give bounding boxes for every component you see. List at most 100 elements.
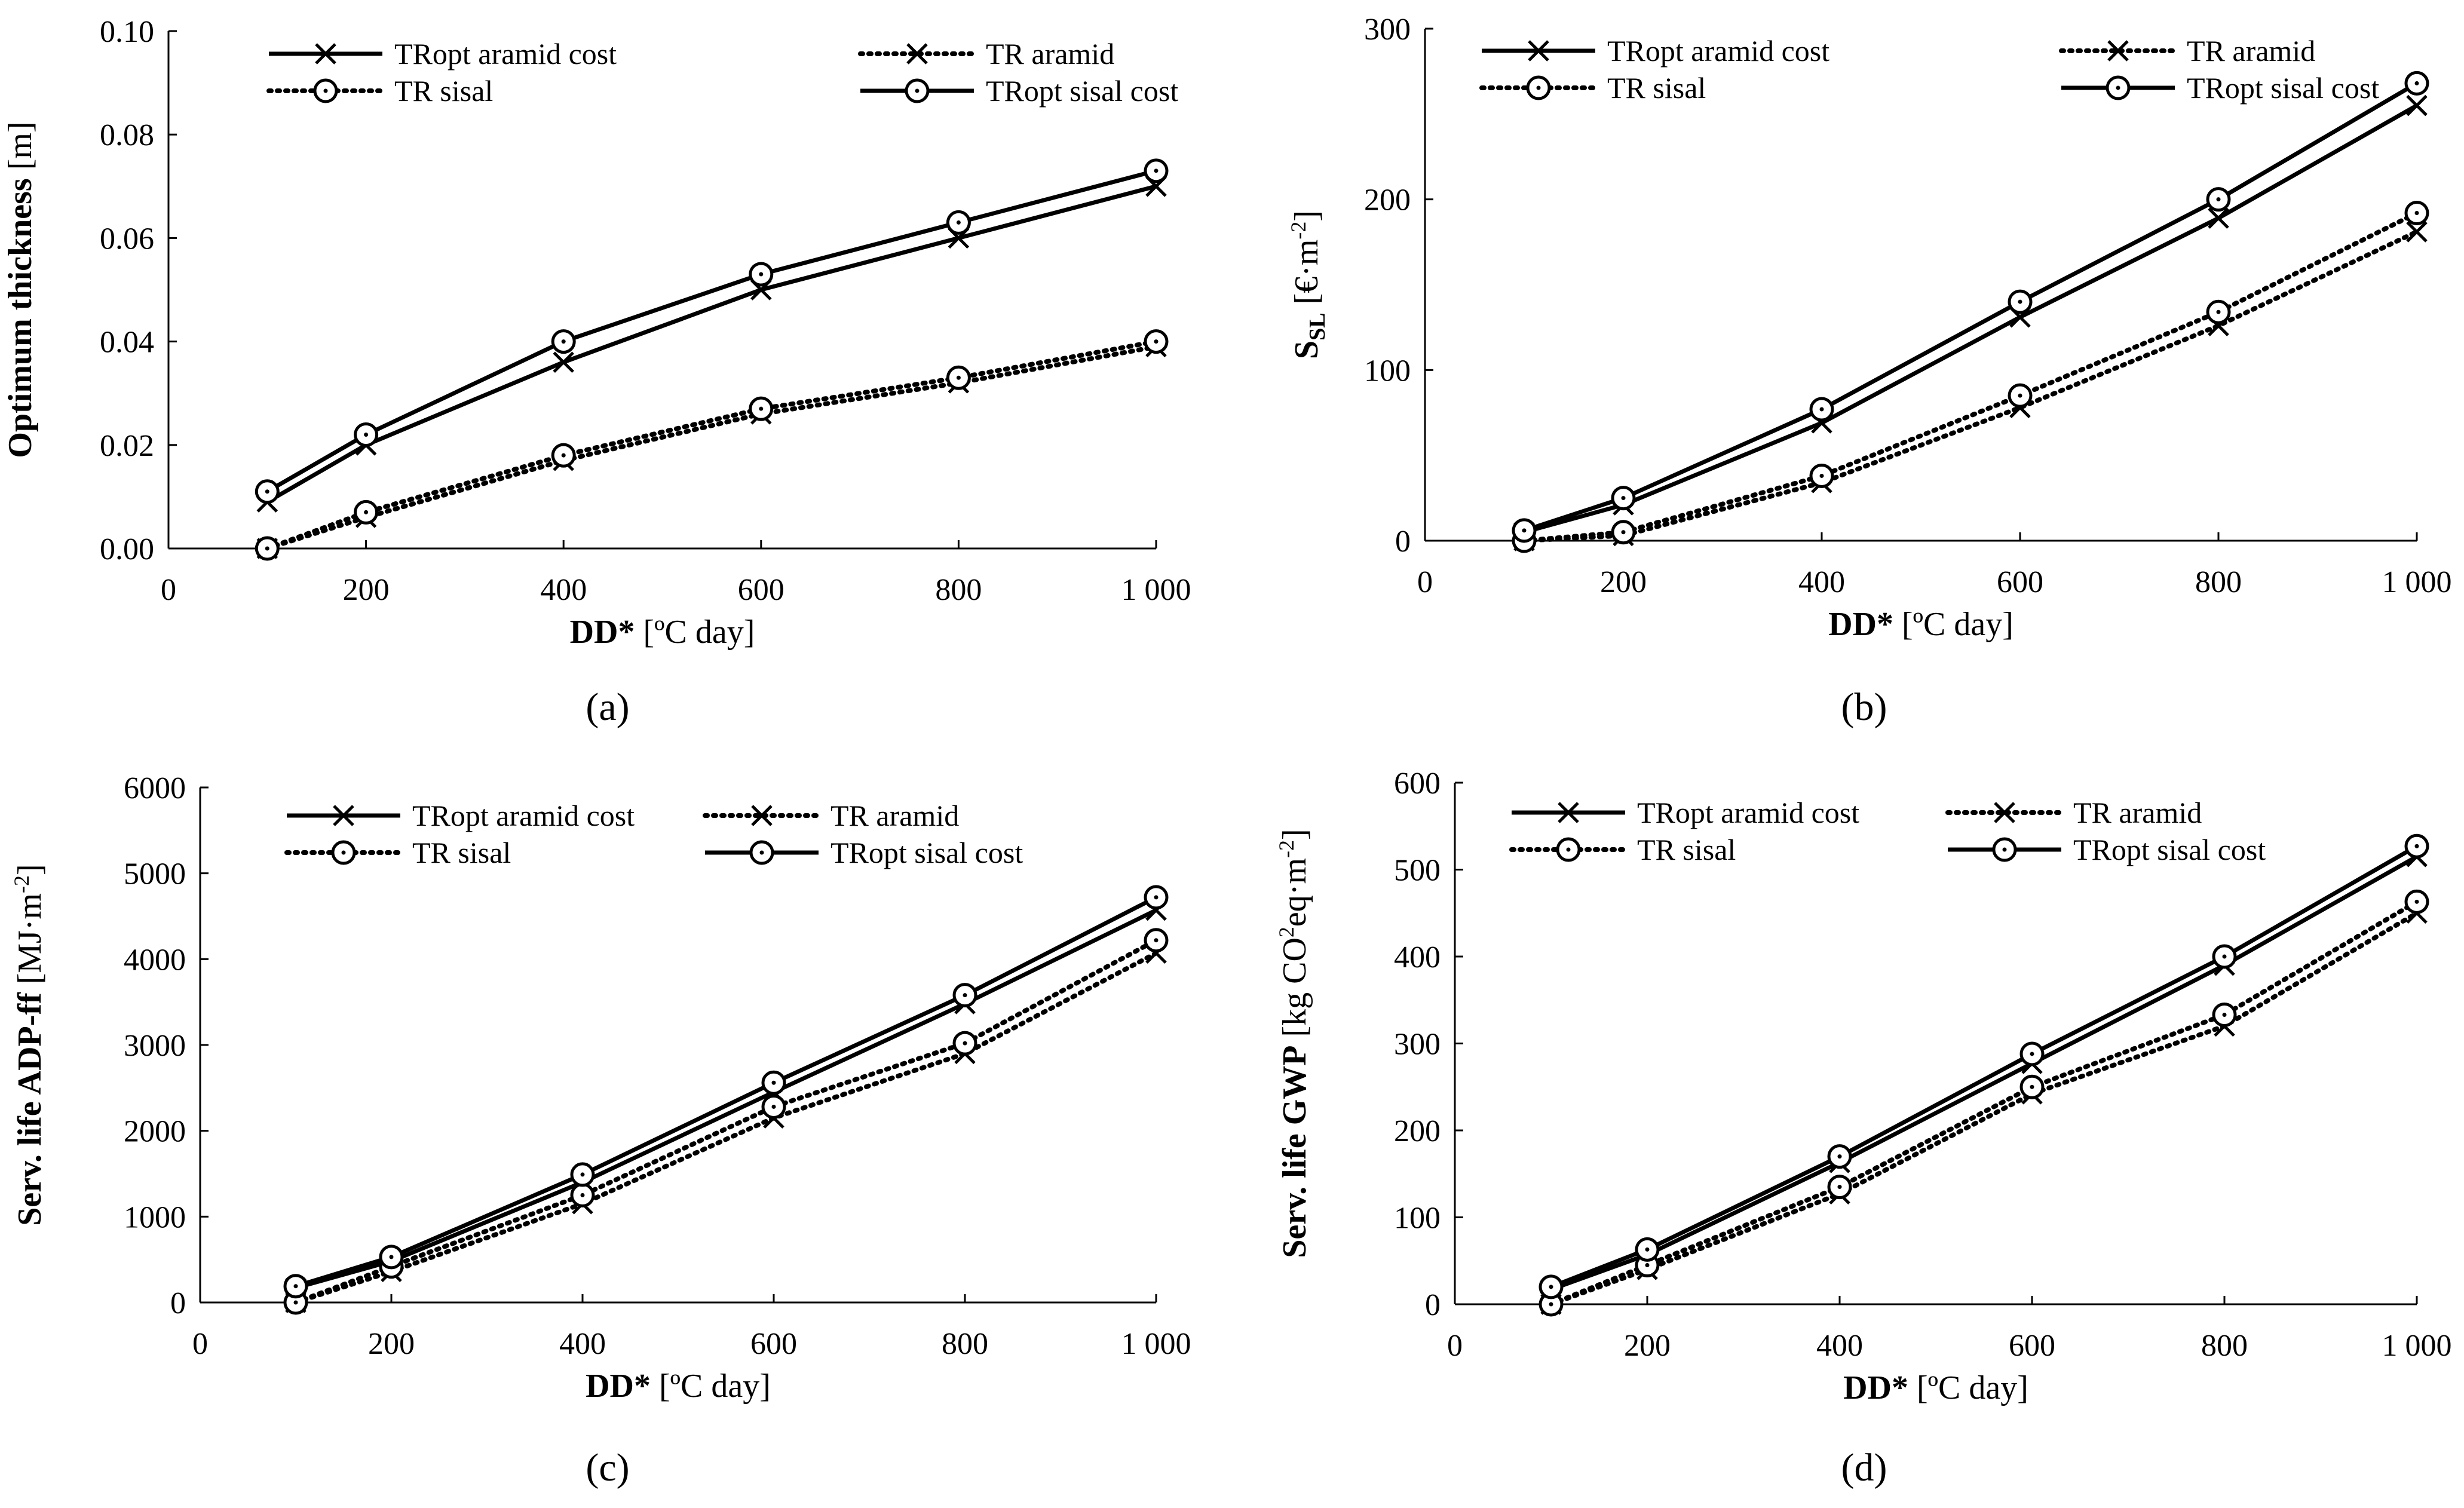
data-point-circle-marker-dot bbox=[956, 220, 961, 225]
legend-entry: TR aramid bbox=[2059, 34, 2315, 68]
data-point-circle-marker-dot bbox=[2018, 393, 2022, 398]
y-tick-label: 0.08 bbox=[100, 118, 154, 152]
y-axis-title: Optimum thickness [m] bbox=[2, 121, 39, 458]
y-tick-label: 0.00 bbox=[100, 532, 154, 566]
y-tick-label: 300 bbox=[1364, 13, 1411, 47]
legend-swatch-marker-dot bbox=[341, 850, 346, 855]
y-tick-label: 600 bbox=[1394, 767, 1441, 801]
legend-label: TR sisal bbox=[412, 836, 511, 869]
series-tr-sisal bbox=[283, 928, 1169, 1315]
data-point-circle-marker-dot bbox=[1154, 895, 1159, 900]
y-tick-label: 4000 bbox=[124, 943, 186, 977]
data-point-circle-marker-dot bbox=[1837, 1185, 1842, 1190]
y-axis-title-bold: Optimum thickness bbox=[2, 178, 39, 458]
legend-entry: TRopt aramid cost bbox=[1512, 796, 1859, 829]
y-tick-label: 0.02 bbox=[100, 429, 154, 463]
data-point-circle-marker-dot bbox=[2414, 81, 2419, 85]
data-point-circle-marker-dot bbox=[1522, 528, 1527, 533]
x-tick-label: 600 bbox=[1997, 565, 2043, 599]
y-tick-label: 500 bbox=[1394, 854, 1441, 888]
legend-label: TRopt aramid cost bbox=[412, 799, 635, 832]
data-point-circle-marker-dot bbox=[1621, 530, 1626, 535]
y-tick-label: 1000 bbox=[124, 1200, 186, 1234]
series-tropt-sisal-cost bbox=[1512, 71, 2429, 543]
series-tropt-sisal-cost bbox=[1539, 833, 2429, 1299]
x-axis-title: DD* [ºC day] bbox=[1843, 1369, 2028, 1406]
y-tick-label: 400 bbox=[1394, 940, 1441, 974]
legend-entry: TR sisal bbox=[1479, 71, 1706, 105]
data-point-circle-marker-dot bbox=[771, 1080, 776, 1085]
legend-label: TRopt sisal cost bbox=[2187, 71, 2379, 105]
chart-panel-c: 0 200 400 600 800 1 0000100020003000400050006… bbox=[10, 771, 1191, 1489]
series-line bbox=[1550, 854, 2418, 1292]
x-tick-label: 800 bbox=[942, 1327, 988, 1361]
y-tick-label: 0 bbox=[170, 1286, 186, 1320]
legend-entry: TRopt sisal cost bbox=[860, 74, 1178, 108]
legend-entry: TR aramid bbox=[703, 799, 959, 832]
panel-label: (b) bbox=[1841, 685, 1887, 729]
data-point-circle-marker-dot bbox=[1645, 1247, 1650, 1252]
series-tr-aramid bbox=[1513, 221, 2428, 551]
legend-entry: TRopt aramid cost bbox=[1482, 34, 1829, 68]
y-axis-title-unit: [MJ·m bbox=[11, 893, 48, 992]
data-point-circle-marker-dot bbox=[364, 510, 369, 514]
x-axis-title-unit: [ºC day] bbox=[635, 614, 755, 651]
x-axis-title: DD* [ºC day] bbox=[1828, 606, 2014, 643]
x-tick-label: 400 bbox=[1816, 1329, 1863, 1363]
legend-entry: TRopt sisal cost bbox=[1948, 833, 2266, 866]
series-tropt-aramid-cost bbox=[256, 176, 1167, 513]
x-axis-title: DD* [ºC day] bbox=[570, 614, 755, 651]
legend-swatch-marker bbox=[333, 805, 354, 826]
data-point-circle-marker-dot bbox=[759, 406, 764, 411]
data-point-circle-marker-dot bbox=[265, 489, 269, 494]
series-line bbox=[266, 168, 1157, 494]
legend-label: TR aramid bbox=[830, 799, 959, 832]
x-tick-label: 600 bbox=[738, 573, 784, 607]
legend-swatch-marker bbox=[2107, 40, 2129, 62]
series-line bbox=[1522, 229, 2419, 543]
x-axis-title-bold: DD* bbox=[586, 1368, 651, 1405]
data-point-circle-marker-dot bbox=[561, 453, 566, 458]
data-point-circle-marker-dot bbox=[364, 432, 369, 437]
x-tick-label: 200 bbox=[1624, 1329, 1671, 1363]
legend-swatch-marker-dot bbox=[2002, 847, 2007, 852]
legend-swatch-marker-dot bbox=[915, 88, 920, 93]
legend: TRopt aramid cost TR aramid TR sisal TRopt … bbox=[266, 37, 1178, 108]
x-tick-label: 400 bbox=[1798, 565, 1845, 599]
chart-panel-d: 0 200 400 600 800 1 000 0 100 200 300 400 500 600 DD*… bbox=[1274, 767, 2452, 1489]
x-axis-title-bold: DD* bbox=[570, 614, 635, 651]
x-axis-title-bold: DD* bbox=[1843, 1369, 1908, 1406]
data-point-circle-marker-dot bbox=[1549, 1285, 1553, 1289]
legend-swatch-marker bbox=[1994, 802, 2015, 823]
legend-entry: TR aramid bbox=[1945, 796, 2202, 829]
series-line bbox=[295, 895, 1157, 1289]
y-axis-title: Serv. life GWP [kg CO2eq·m-2] bbox=[1274, 829, 1313, 1258]
series-tr-sisal bbox=[1512, 201, 2429, 553]
x-tick-label: 400 bbox=[559, 1327, 606, 1361]
legend-label: TRopt aramid cost bbox=[1637, 796, 1859, 829]
data-point-circle-marker-dot bbox=[1154, 339, 1159, 344]
legend-swatch-marker-dot bbox=[323, 88, 328, 93]
legend: TRopt aramid cost TR aramid TR sisal TRopt … bbox=[1509, 796, 2266, 866]
data-point-circle-marker-dot bbox=[2030, 1084, 2034, 1089]
x-tick-label: 800 bbox=[935, 573, 982, 607]
legend-entry: TR aramid bbox=[858, 37, 1114, 71]
legend-swatch-marker-dot bbox=[759, 850, 764, 855]
data-point-circle-marker-dot bbox=[580, 1193, 585, 1197]
data-point-circle-marker-dot bbox=[1819, 407, 1824, 412]
data-point-circle-marker-dot bbox=[1154, 168, 1159, 173]
y-axis-title: Serv. life ADP-ff [MJ·m-2] bbox=[10, 864, 48, 1225]
y-axis-title-subscript: SL bbox=[1305, 312, 1330, 340]
y-tick-label: 0.10 bbox=[100, 15, 154, 49]
legend-swatch-marker bbox=[1558, 802, 1579, 823]
data-point-circle-marker-dot bbox=[2018, 299, 2022, 304]
legend-swatch-marker bbox=[906, 43, 928, 65]
data-point-circle-marker-dot bbox=[293, 1300, 298, 1305]
y-tick-label: 200 bbox=[1394, 1114, 1441, 1148]
legend-entry: TR sisal bbox=[266, 74, 493, 108]
y-tick-label: 100 bbox=[1394, 1202, 1441, 1236]
series-line bbox=[293, 951, 1159, 1305]
y-axis-title-end: ] bbox=[1288, 210, 1325, 222]
legend-label: TRopt aramid cost bbox=[1607, 34, 1829, 68]
